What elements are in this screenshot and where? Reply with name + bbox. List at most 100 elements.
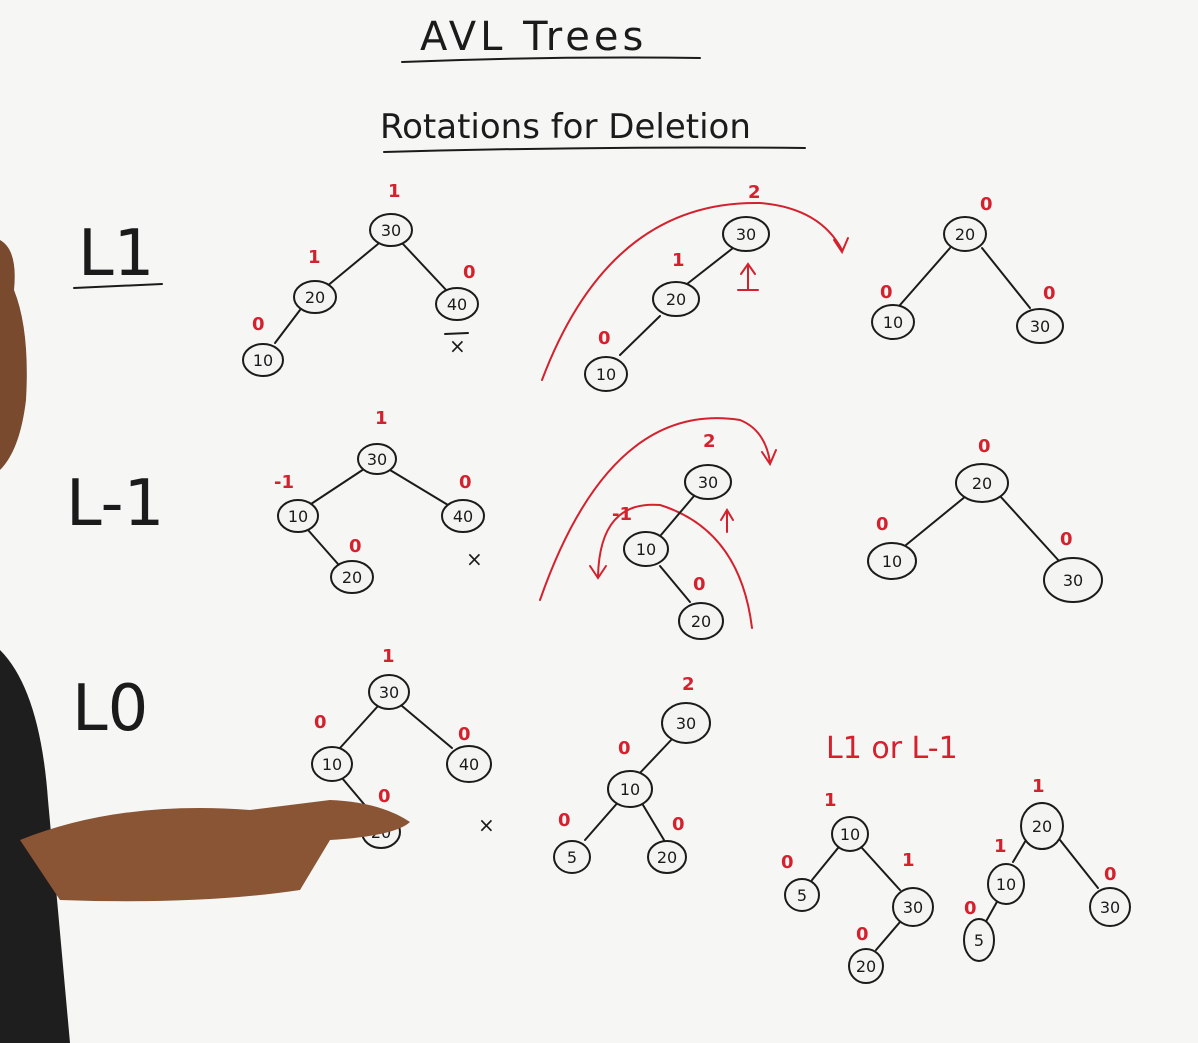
balance-factor: 0 bbox=[458, 724, 471, 745]
tree-node bbox=[277, 499, 319, 533]
tree-node bbox=[831, 816, 869, 852]
node-label: 40 bbox=[447, 295, 467, 314]
balance-factor: -1 bbox=[274, 472, 294, 493]
balance-factor: 2 bbox=[748, 182, 761, 203]
rotation-arrow bbox=[597, 503, 753, 629]
tree-node bbox=[1020, 802, 1064, 850]
l0-option2-tree: 20 10 30 5 1 1 0 0 bbox=[963, 776, 1131, 962]
board-title: AVL Trees bbox=[420, 14, 647, 60]
balance-factor: 0 bbox=[598, 328, 611, 349]
node-label: 10 bbox=[288, 507, 308, 526]
node-label: 20 bbox=[305, 288, 325, 307]
balance-factor: 0 bbox=[463, 262, 476, 283]
balance-factor: 1 bbox=[375, 408, 388, 429]
l1-before-tree: 30 20 40 10 1 1 0 0 × bbox=[242, 181, 479, 377]
node-label: 40 bbox=[459, 755, 479, 774]
balance-factor: 0 bbox=[459, 472, 472, 493]
lminus1-after-tree: 20 10 30 0 0 0 bbox=[867, 436, 1103, 603]
l1-mid-tree: 30 20 10 2 1 0 bbox=[541, 182, 849, 392]
l1-after-tree: 20 10 30 0 0 0 bbox=[871, 194, 1064, 344]
balance-factor: 1 bbox=[308, 247, 321, 268]
tree-node bbox=[848, 948, 884, 984]
row-label-l1: L1 bbox=[78, 217, 154, 291]
tree-node bbox=[647, 840, 687, 874]
node-label: 20 bbox=[691, 612, 711, 631]
node-label: 30 bbox=[1063, 571, 1083, 590]
node-label: 30 bbox=[1030, 317, 1050, 336]
tree-node bbox=[623, 531, 669, 567]
node-label: 40 bbox=[453, 507, 473, 526]
tree-node bbox=[987, 863, 1025, 905]
node-label: 10 bbox=[882, 552, 902, 571]
lminus1-before-tree: 30 10 40 20 1 -1 0 0 × bbox=[274, 408, 485, 594]
node-label: 5 bbox=[797, 886, 807, 905]
rotation-arrow bbox=[541, 201, 843, 381]
l0-mid-tree: 30 10 5 20 2 0 0 0 bbox=[553, 674, 711, 874]
row-label-l0: L0 bbox=[72, 672, 148, 746]
balance-factor: 0 bbox=[1060, 529, 1073, 550]
tree-node bbox=[678, 602, 724, 640]
balance-factor: 2 bbox=[703, 431, 716, 452]
balance-factor: 2 bbox=[682, 674, 695, 695]
deleted-mark: × bbox=[478, 813, 495, 837]
node-label: 30 bbox=[379, 683, 399, 702]
tree-node bbox=[943, 216, 987, 252]
node-label: 30 bbox=[381, 221, 401, 240]
tree-node bbox=[435, 287, 479, 321]
row-label-lminus1: L-1 bbox=[66, 467, 164, 541]
presenter-figure bbox=[0, 240, 410, 1043]
node-label: 20 bbox=[342, 568, 362, 587]
tree-node bbox=[311, 746, 353, 782]
tree-node bbox=[584, 356, 628, 392]
node-label: 10 bbox=[620, 780, 640, 799]
node-label: 20 bbox=[972, 474, 992, 493]
board-subtitle: Rotations for Deletion bbox=[380, 107, 751, 147]
node-label: 10 bbox=[322, 755, 342, 774]
node-label: 30 bbox=[903, 898, 923, 917]
balance-factor: 0 bbox=[378, 786, 391, 807]
tree-node bbox=[446, 745, 492, 783]
node-label: 20 bbox=[1032, 817, 1052, 836]
node-label: 30 bbox=[676, 714, 696, 733]
balance-factor: 1 bbox=[672, 250, 685, 271]
tree-node bbox=[661, 702, 711, 744]
tree-node bbox=[242, 343, 284, 377]
node-label: 20 bbox=[666, 290, 686, 309]
node-label: 30 bbox=[736, 225, 756, 244]
tree-node bbox=[652, 281, 700, 317]
balance-factor: 1 bbox=[1032, 776, 1045, 797]
node-label: 5 bbox=[974, 931, 984, 950]
tree-node bbox=[293, 280, 337, 314]
tree-node bbox=[784, 878, 820, 912]
balance-factor: 1 bbox=[382, 646, 395, 667]
balance-factor: 0 bbox=[880, 282, 893, 303]
tree-node bbox=[963, 918, 995, 962]
tree-node bbox=[892, 887, 934, 927]
height-change-arrow bbox=[720, 508, 734, 533]
tree-node bbox=[1043, 557, 1103, 603]
row-l1-underline bbox=[73, 283, 163, 289]
node-label: 10 bbox=[253, 351, 273, 370]
tree-node bbox=[607, 770, 653, 808]
tree-node bbox=[871, 304, 915, 340]
height-change-arrow bbox=[737, 262, 759, 291]
balance-factor: 0 bbox=[693, 574, 706, 595]
node-label: 20 bbox=[955, 225, 975, 244]
balance-factor: 0 bbox=[349, 536, 362, 557]
balance-factor: 0 bbox=[876, 514, 889, 535]
node-label: 10 bbox=[996, 875, 1016, 894]
balance-factor: 0 bbox=[618, 738, 631, 759]
tree-node bbox=[867, 542, 917, 580]
tree-node bbox=[684, 464, 732, 500]
node-label: 10 bbox=[840, 825, 860, 844]
balance-factor: 0 bbox=[672, 814, 685, 835]
balance-factor: 0 bbox=[1043, 283, 1056, 304]
node-label: 10 bbox=[883, 313, 903, 332]
balance-factor: -1 bbox=[612, 504, 632, 525]
balance-factor: 0 bbox=[781, 852, 794, 873]
balance-factor: 1 bbox=[902, 850, 915, 871]
node-label: 10 bbox=[636, 540, 656, 559]
node-label: 10 bbox=[596, 365, 616, 384]
tree-node bbox=[955, 463, 1009, 503]
